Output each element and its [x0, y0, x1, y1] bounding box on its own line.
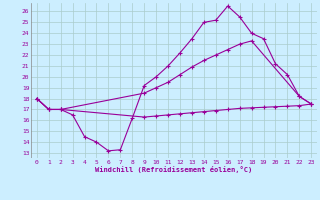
X-axis label: Windchill (Refroidissement éolien,°C): Windchill (Refroidissement éolien,°C) — [95, 166, 253, 173]
